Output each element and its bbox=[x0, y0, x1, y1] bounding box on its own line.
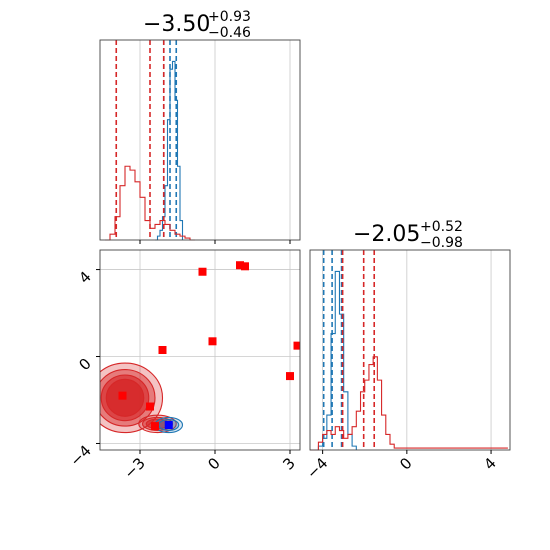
panel-3-title-lower: −0.98 bbox=[420, 235, 463, 251]
panel-3-tick-label: −4 bbox=[303, 454, 331, 482]
panel-2-marker-5 bbox=[293, 341, 300, 350]
panel-1-frame bbox=[99, 39, 301, 241]
panel-3-series-1-histogram bbox=[310, 356, 508, 451]
panel-2-marker-9 bbox=[151, 422, 159, 431]
panel-2-marker-1 bbox=[236, 261, 244, 270]
panel-1-histogram bbox=[99, 39, 301, 244]
panel-2-y-tick-label: 4 bbox=[75, 268, 94, 287]
panel-3-title-upper: +0.52 bbox=[420, 219, 463, 235]
panel-2-plot-area bbox=[100, 250, 300, 450]
panel-2-marker-2 bbox=[241, 262, 249, 271]
panel-3-tick-label: 0 bbox=[396, 454, 415, 473]
panel-2-contour: −3 0 3 −4 0 4 bbox=[66, 249, 301, 482]
panel-2-marker-7 bbox=[118, 391, 127, 400]
panel-2-y-tick-label: −4 bbox=[66, 442, 94, 470]
panel-2-x-tick-label: −3 bbox=[120, 454, 148, 482]
panel-2-marker-4 bbox=[208, 337, 217, 346]
panel-3-title-value: −2.05 bbox=[353, 222, 420, 247]
panel-3-series-0-histogram bbox=[314, 270, 357, 451]
panel-2-marker-0 bbox=[198, 267, 207, 276]
panel-1-series-0-histogram bbox=[155, 60, 184, 241]
panel-2-marker-8 bbox=[146, 402, 154, 411]
panel-2-frame bbox=[99, 249, 301, 451]
panel-1-title-value: −3.50 bbox=[143, 12, 210, 37]
panel-2-marker-6 bbox=[286, 372, 294, 381]
panel-3-tick-label: 4 bbox=[480, 454, 499, 473]
panel-3-histogram: −4 0 4 bbox=[303, 249, 511, 482]
panel-2-x-tick-label: 0 bbox=[204, 454, 223, 473]
panel-2-x-tick-label: 3 bbox=[279, 454, 298, 473]
panel-2-marker-10 bbox=[164, 421, 173, 429]
panel-1-title-lower: −0.46 bbox=[208, 25, 251, 41]
panel-2-marker-3 bbox=[158, 346, 167, 354]
panel-1-title-upper: +0.93 bbox=[208, 9, 251, 25]
panel-2-y-tick-label: 0 bbox=[75, 355, 94, 374]
panel-3-frame bbox=[309, 249, 511, 451]
